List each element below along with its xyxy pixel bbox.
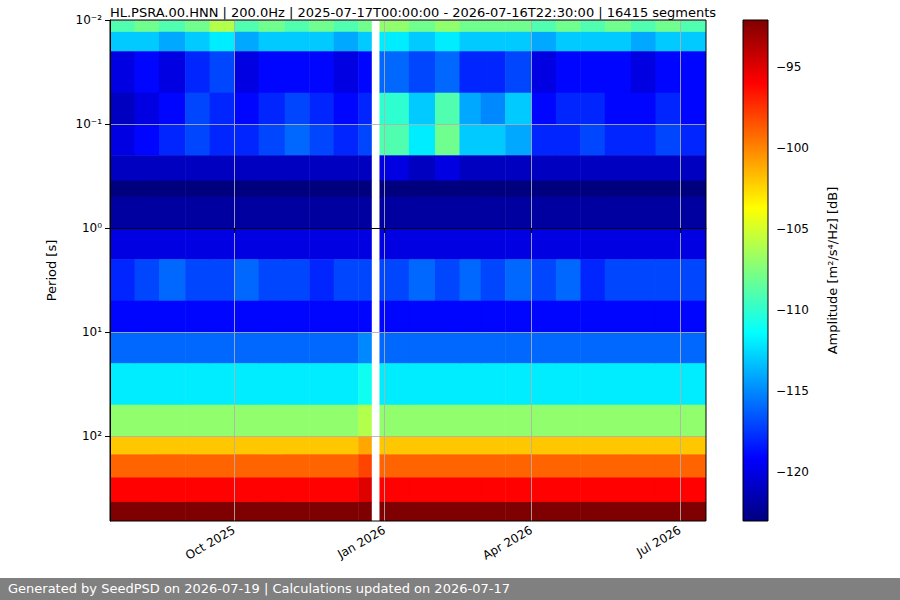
svg-text:10⁻²: 10⁻²: [76, 13, 103, 27]
svg-text:Oct 2025: Oct 2025: [183, 523, 238, 563]
svg-text:HL.PSRA.00.HNN | 200.0Hz | 202: HL.PSRA.00.HNN | 200.0Hz | 2025-07-17T00…: [110, 5, 716, 20]
svg-text:−105: −105: [776, 222, 809, 236]
svg-text:−120: −120: [776, 465, 809, 479]
svg-text:Apr 2026: Apr 2026: [480, 523, 535, 563]
svg-text:10⁻¹: 10⁻¹: [76, 117, 103, 131]
svg-text:−115: −115: [776, 384, 809, 398]
svg-text:10²: 10²: [82, 429, 102, 443]
svg-text:−110: −110: [776, 303, 809, 317]
svg-text:Period [s]: Period [s]: [44, 240, 59, 302]
svg-text:Generated by SeedPSD on 2026-0: Generated by SeedPSD on 2026-07-19 | Cal…: [8, 581, 510, 596]
svg-text:10⁰: 10⁰: [82, 221, 102, 235]
svg-text:Jul 2026: Jul 2026: [633, 523, 683, 560]
svg-text:−100: −100: [776, 141, 809, 155]
svg-text:Jan 2026: Jan 2026: [334, 523, 388, 562]
svg-text:−95: −95: [776, 60, 801, 74]
svg-text:Amplitude [m²/s⁴/Hz] [dB]: Amplitude [m²/s⁴/Hz] [dB]: [825, 187, 840, 355]
svg-text:10¹: 10¹: [82, 325, 102, 339]
